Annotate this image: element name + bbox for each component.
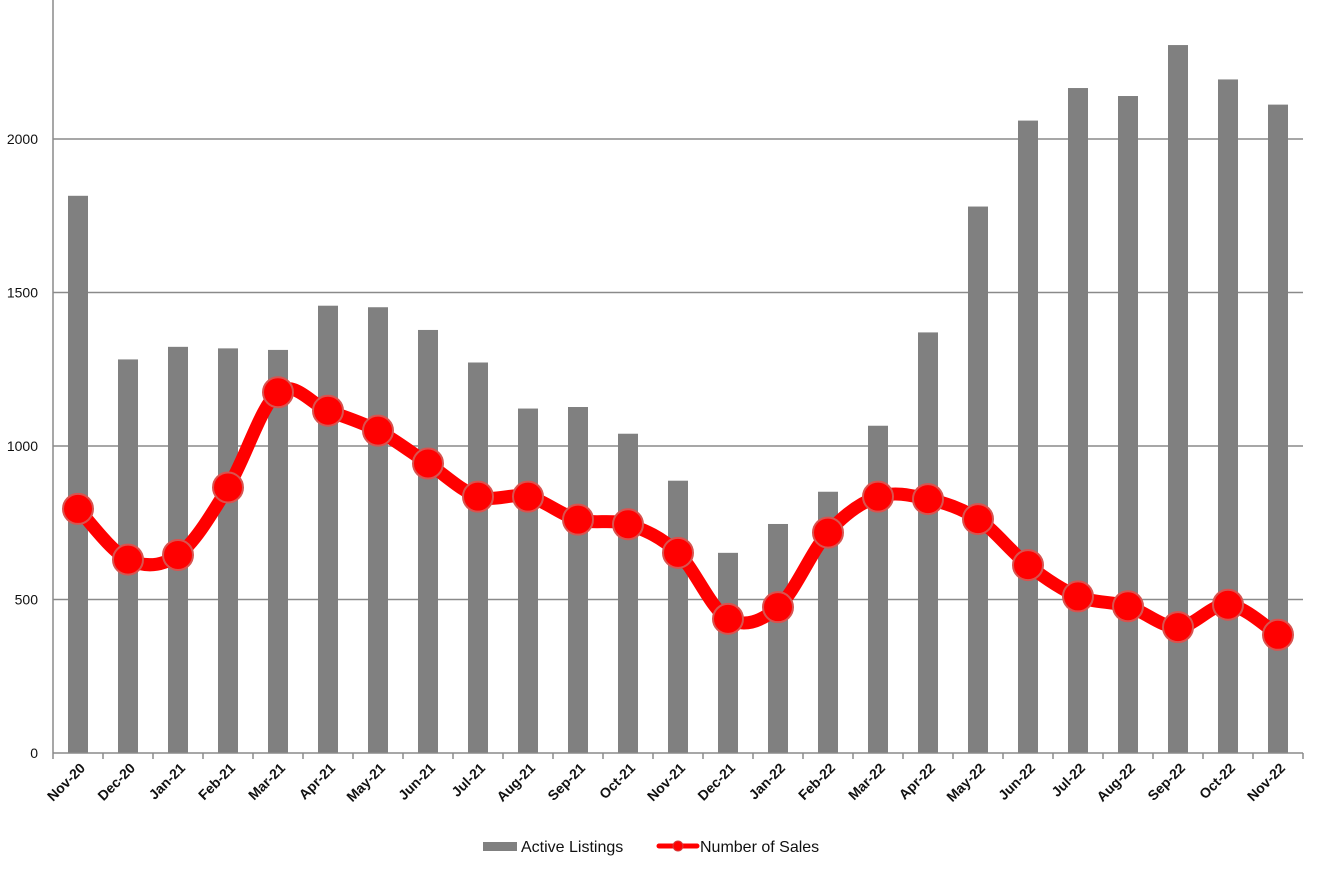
x-tick-label: Aug-21 xyxy=(493,760,538,805)
bar xyxy=(968,206,988,754)
bar xyxy=(668,480,688,753)
bar xyxy=(1018,120,1038,753)
sales-point xyxy=(1212,588,1244,621)
line-number-of-sales xyxy=(62,376,1294,651)
sales-point xyxy=(762,591,794,624)
sales-point xyxy=(262,376,294,409)
bar xyxy=(368,307,388,753)
x-tick-label: Jun-22 xyxy=(995,760,1038,803)
bar xyxy=(1068,88,1088,753)
x-tick-label: Mar-21 xyxy=(245,760,288,803)
y-tick-label: 0 xyxy=(30,745,38,761)
x-tick-label: Apr-21 xyxy=(295,760,338,803)
sales-point xyxy=(1112,590,1144,623)
x-tick-label: Jul-22 xyxy=(1048,760,1088,800)
bar xyxy=(768,523,788,753)
bar xyxy=(518,408,538,753)
x-tick-label: Jul-21 xyxy=(448,760,488,800)
x-tick-label: Jan-21 xyxy=(145,760,188,803)
legend-marker-number-of-sales xyxy=(672,840,684,852)
sales-point xyxy=(712,602,744,635)
y-tick-label: 500 xyxy=(15,592,39,608)
sales-point xyxy=(462,480,494,513)
x-tick-label: Nov-21 xyxy=(644,760,688,804)
x-tick-label: May-22 xyxy=(943,760,988,805)
x-tick-label: Feb-22 xyxy=(795,760,838,803)
sales-point xyxy=(1062,580,1094,613)
bars-active-listings xyxy=(68,45,1288,754)
bar xyxy=(1268,104,1288,754)
bar xyxy=(468,362,488,753)
bar xyxy=(568,407,588,753)
bar xyxy=(868,425,888,753)
sales-point xyxy=(212,471,244,504)
y-tick-label: 1500 xyxy=(7,285,38,301)
x-tick-label: Jun-21 xyxy=(395,760,438,803)
x-tick-label: Oct-22 xyxy=(1196,760,1238,802)
sales-point xyxy=(612,508,644,541)
x-tick-label: Jan-22 xyxy=(745,760,788,803)
sales-point xyxy=(962,503,994,536)
x-tick-label: Feb-21 xyxy=(195,760,238,803)
sales-point xyxy=(62,492,94,525)
bar xyxy=(318,305,338,753)
legend-label-number-of-sales: Number of Sales xyxy=(700,839,819,856)
sales-point xyxy=(862,480,894,513)
sales-point xyxy=(562,503,594,536)
axes: 0 500 1000 1500 2000 Nov-20 Dec-20 Jan-21 Feb-21… xyxy=(7,0,1304,805)
x-tick-label: Apr-22 xyxy=(895,760,938,803)
bar xyxy=(718,552,738,753)
x-tick-label: Sep-21 xyxy=(544,760,588,804)
bar xyxy=(268,349,288,753)
bar xyxy=(418,329,438,753)
sales-point xyxy=(112,543,144,576)
x-tick-label: Nov-20 xyxy=(44,760,88,804)
x-tick-label: Nov-22 xyxy=(1244,760,1288,804)
bar xyxy=(618,433,638,753)
bar xyxy=(1218,79,1238,753)
x-tick-label: Oct-21 xyxy=(596,760,638,802)
sales-point xyxy=(412,447,444,480)
x-tick-label: May-21 xyxy=(343,760,388,805)
bar xyxy=(68,195,88,754)
y-tick-label: 2000 xyxy=(7,131,38,147)
bar xyxy=(818,491,838,753)
sales-point xyxy=(1262,618,1294,651)
sales-point xyxy=(362,414,394,447)
sales-point xyxy=(1012,549,1044,582)
x-tick-label: Aug-22 xyxy=(1093,760,1138,805)
sales-point xyxy=(812,516,844,549)
x-tick-label: Dec-21 xyxy=(694,760,738,804)
sales-point xyxy=(1162,611,1194,644)
legend-swatch-active-listings xyxy=(483,842,517,851)
bar xyxy=(218,348,238,753)
y-tick-label: 1000 xyxy=(7,438,38,454)
x-tick-label: Mar-22 xyxy=(845,760,888,803)
legend-label-active-listings: Active Listings xyxy=(521,839,623,856)
bar xyxy=(1118,96,1138,753)
x-tick-label: Sep-22 xyxy=(1144,760,1188,804)
bar xyxy=(1168,45,1188,754)
sales-point xyxy=(312,394,344,427)
x-tick-label: Dec-20 xyxy=(94,760,138,804)
bar xyxy=(918,332,938,753)
sales-point xyxy=(162,538,194,571)
sales-point xyxy=(512,480,544,513)
legend: Active Listings Number of Sales xyxy=(483,839,819,856)
sales-point xyxy=(912,483,944,516)
sales-point xyxy=(662,536,694,569)
